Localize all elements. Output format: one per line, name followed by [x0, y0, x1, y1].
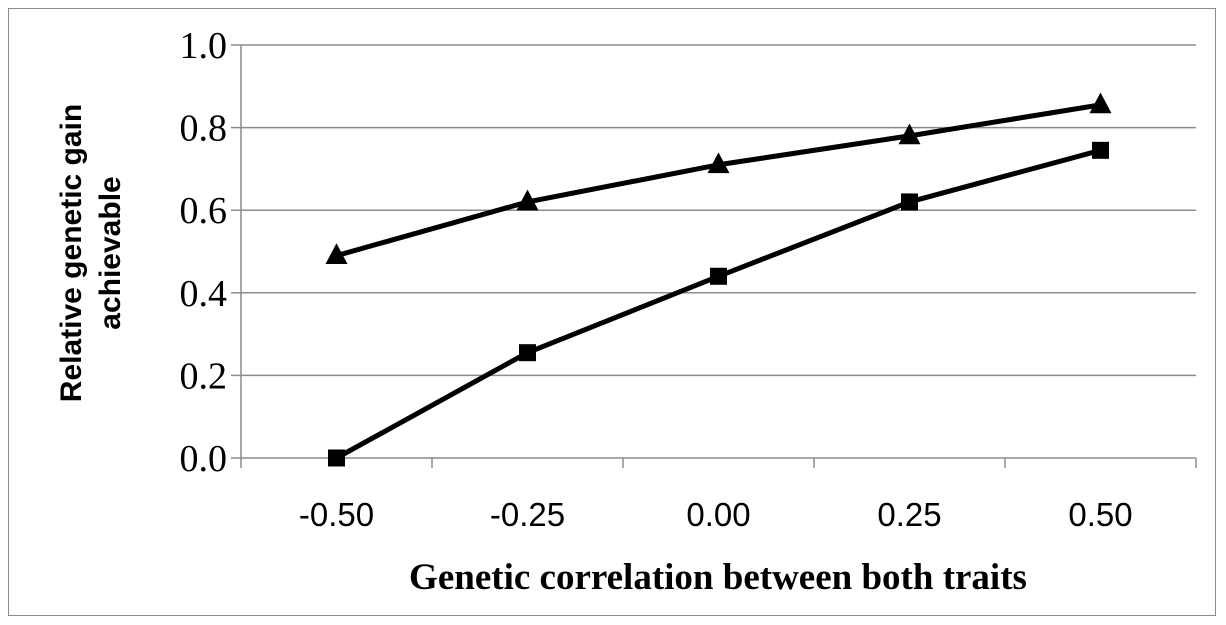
data-point-square — [328, 449, 345, 467]
y-axis-title-line-1: Relative genetic gain — [55, 104, 88, 402]
data-point-square — [519, 344, 536, 362]
y-tick-label: 1.0 — [180, 25, 228, 67]
data-point-square — [710, 267, 727, 285]
data-point-square — [1092, 141, 1109, 159]
x-tick-label: 0.00 — [686, 496, 750, 533]
data-point-triangle — [325, 243, 348, 265]
x-axis-title: Genetic correlation between both traits — [409, 557, 1027, 598]
chart-frame — [8, 8, 1216, 616]
y-tick-label: 0.0 — [180, 438, 228, 480]
y-axis-title: Relative genetic gain achievable — [55, 104, 127, 402]
y-axis-title-line-2: achievable — [94, 176, 127, 329]
data-point-triangle — [1089, 92, 1112, 114]
x-tick-label: -0.25 — [490, 496, 565, 533]
x-tick-label: 0.25 — [877, 496, 941, 533]
series-line — [335, 147, 1102, 461]
data-point-square — [901, 193, 918, 211]
data-point-triangle — [516, 189, 539, 211]
x-tick-labels: -0.50 -0.25 0.00 0.25 0.50 — [299, 496, 1133, 533]
y-tick-labels: 0.0 0.2 0.4 0.6 0.8 1.0 — [180, 25, 228, 480]
y-tick-label: 0.8 — [180, 108, 228, 150]
series-triangle — [325, 92, 1112, 265]
data-point-triangle — [898, 123, 921, 145]
x-tick-label: 0.50 — [1068, 496, 1132, 533]
axes — [231, 44, 1197, 468]
y-tick-label: 0.2 — [180, 355, 228, 397]
x-tick-label: -0.50 — [299, 496, 374, 533]
series-square — [328, 141, 1109, 467]
gridlines — [241, 44, 1196, 377]
data-series — [325, 92, 1112, 467]
y-tick-label: 0.4 — [180, 273, 228, 315]
y-tick-label: 0.6 — [180, 190, 228, 232]
data-point-triangle — [707, 152, 730, 174]
